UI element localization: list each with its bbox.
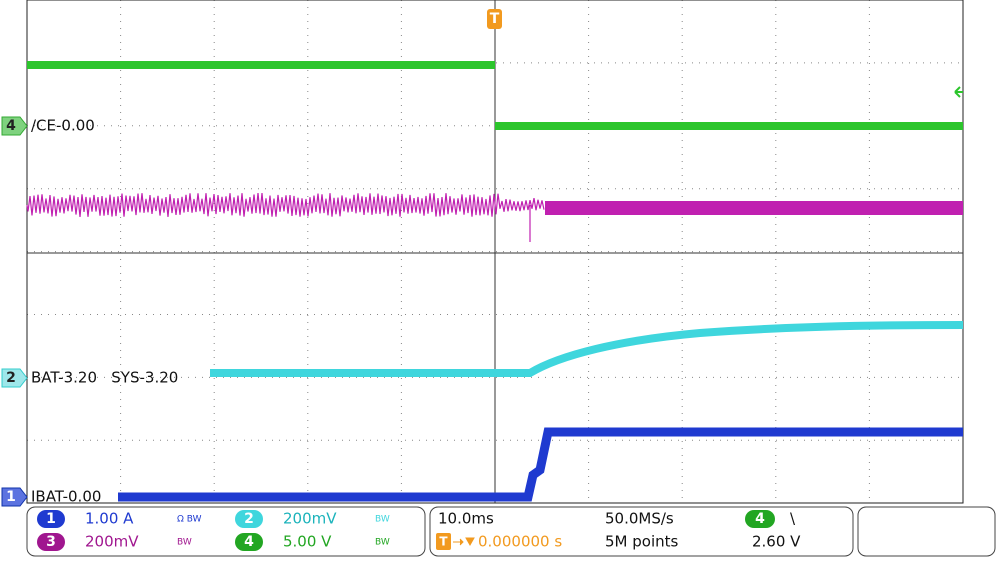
channel-flags: BW: [177, 538, 192, 548]
ch1-marker: [1, 487, 28, 507]
sample-rate: 50.0MS/s: [605, 510, 674, 528]
channel-scale: 200mV: [283, 510, 337, 528]
channel-flags: Ω BW: [177, 515, 202, 525]
trigger-pos-arrow: [453, 537, 475, 547]
ch1-label: IBAT-0.00: [31, 488, 101, 506]
empty-panel: [857, 506, 996, 557]
ch3-trace: [26, 193, 545, 242]
trigger-label: T: [490, 11, 500, 27]
channel-panel: [26, 506, 426, 557]
channel-scale: 200mV: [85, 533, 139, 551]
timebase: 10.0ms: [438, 510, 494, 528]
ch1-marker-number: 1: [6, 489, 16, 505]
channel-number: 1: [46, 511, 56, 527]
record-length: 5M points: [605, 533, 679, 551]
channel-flags: BW: [375, 515, 390, 525]
trigger-pos-icon: [436, 533, 451, 550]
ch2-marker-number: 2: [6, 370, 16, 386]
ch1-trace: [118, 427, 963, 502]
trigger-slope: \: [790, 510, 796, 528]
trigger-position: 0.000000 s: [478, 533, 562, 551]
ch4-label: /CE-0.00: [31, 117, 95, 135]
trigger-source-badge: [745, 510, 775, 528]
channel-number: 4: [244, 534, 254, 550]
trigger-level-arrow: [954, 86, 963, 98]
trigger-source: 4: [755, 511, 765, 527]
channel-scale: 1.00 A: [85, 510, 134, 528]
trigger-level: 2.60 V: [752, 533, 801, 551]
channel-badge: [37, 533, 65, 551]
channel-badge: [235, 533, 263, 551]
ch2-marker: [1, 368, 28, 388]
channel-scale: 5.00 V: [283, 533, 332, 551]
ch4-marker-number: 4: [6, 118, 16, 134]
ch2-trace: [210, 321, 964, 377]
channel-flags: BW: [375, 538, 390, 548]
trigger-badge: [487, 9, 502, 29]
ch2-label: BAT-3.20 SYS-3.20: [31, 369, 178, 387]
channel-readouts: 1 1.00 A Ω BW 2 200mV BW 3 200mV BW 4 5.00 V BW: [37, 510, 390, 551]
channel-badge: [37, 510, 65, 528]
trigger-pos-icon-label: T: [439, 535, 448, 549]
channel-badge: [235, 510, 263, 528]
channel-number: 3: [46, 534, 56, 550]
channel-number: 2: [244, 511, 254, 527]
ch3-trace-band: [545, 201, 963, 215]
ch4-marker: [1, 116, 28, 136]
